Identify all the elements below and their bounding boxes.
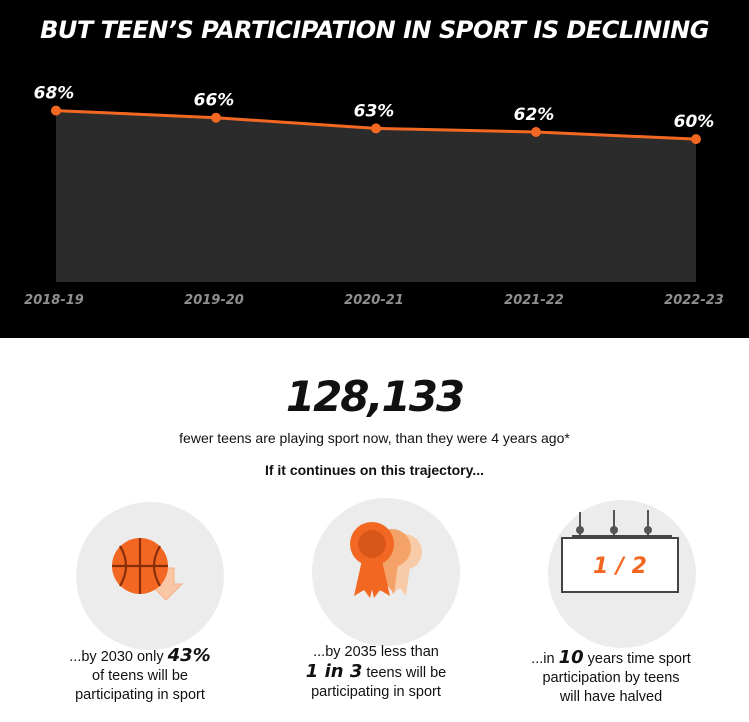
area-fill (56, 110, 696, 282)
category-label-2018-19: 2018-19 (24, 293, 84, 308)
scoreboard-text: 1 / 2 (593, 554, 647, 579)
fewer-teens-caption: fewer teens are playing sport now, than … (179, 430, 570, 446)
chart-panel: BUT TEEN’S PARTICIPATION IN SPORT IS DEC… (0, 0, 749, 338)
trajectory-text: If it continues on this trajectory... (264, 462, 485, 478)
basketball-circle (76, 502, 224, 650)
projection-2030-value: 43% (167, 645, 211, 666)
data-point-2022-23 (691, 134, 701, 145)
category-label-2022-23: 2022-23 (664, 293, 724, 308)
category-label-2020-21: 2020-21 (344, 293, 404, 308)
projection-2035-value: 1 in 3 (305, 661, 363, 682)
data-label-2020-21: 63% (354, 101, 395, 121)
data-label-2022-23: 60% (674, 112, 715, 132)
data-label-2021-22: 62% (514, 105, 555, 125)
data-point-2021-22 (531, 127, 541, 137)
basketball-down-icon (112, 538, 184, 601)
projection-2030-text: ...by 2030 only 43% of teens will be par… (69, 645, 211, 703)
rosette-icon (350, 522, 422, 598)
data-label-2019-20: 66% (194, 91, 235, 111)
participation-area-chart: 68% 2018-19 66% 2019-20 63% 2020-21 62% 2021-22… (24, 84, 724, 308)
data-point-2018-19 (51, 105, 61, 116)
scoreboard-circle: 1 / 2 (548, 500, 696, 648)
chart-title: BUT TEEN’S PARTICIPATION IN SPORT IS DEC… (40, 16, 709, 44)
projection-2035-text: ...by 2035 less than 1 in 3 teens will b… (305, 644, 447, 700)
category-label-2019-20: 2019-20 (184, 293, 244, 308)
projection-10-years-value: 10 (558, 647, 584, 668)
data-point-2020-21 (371, 123, 381, 134)
category-label-2021-22: 2021-22 (504, 293, 564, 308)
rosette-circle (312, 498, 460, 646)
projection-10-years-text: ...in 10 years time sport participation … (531, 647, 691, 705)
scoreboard-icon: 1 / 2 (561, 510, 679, 593)
data-label-2018-19: 68% (34, 84, 75, 104)
fewer-teens-number: 128,133 (285, 372, 465, 421)
data-point-2019-20 (211, 112, 221, 123)
